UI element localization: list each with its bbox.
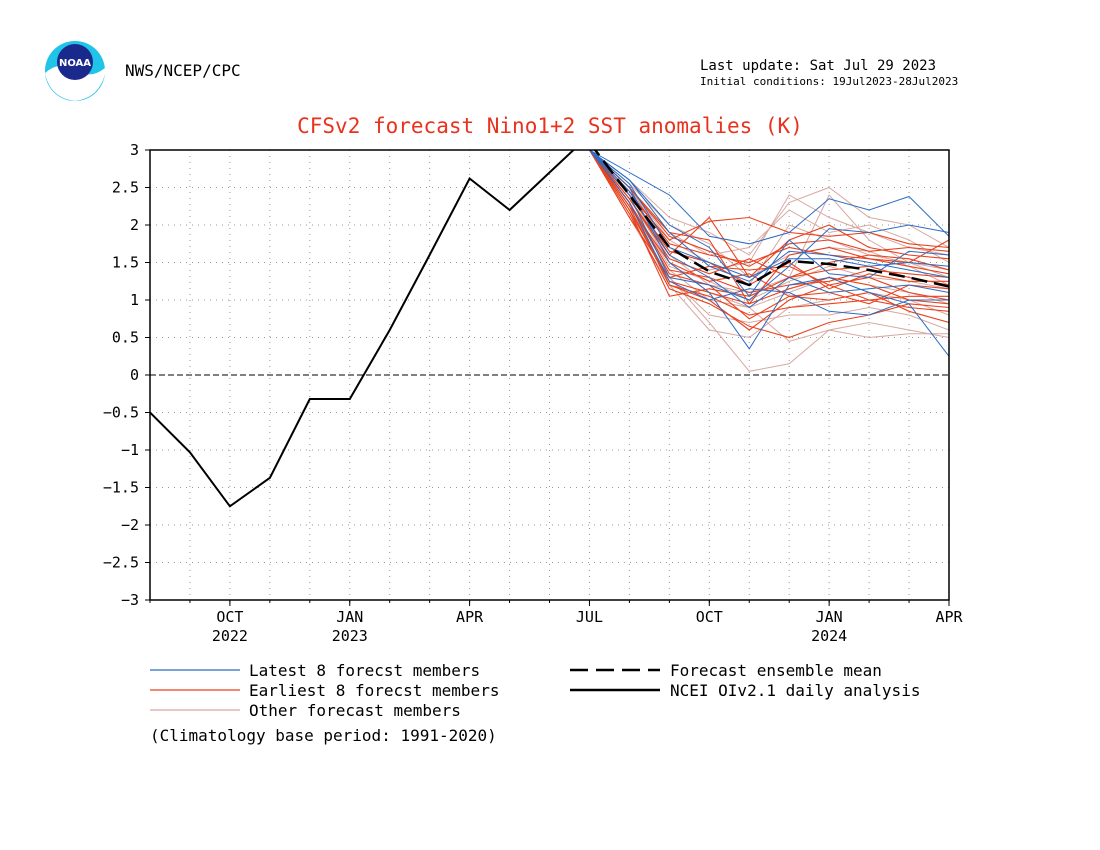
y-tick-label: −3 xyxy=(121,591,139,609)
x-tick-label: JUL xyxy=(576,608,603,626)
y-tick-label: 0.5 xyxy=(112,329,139,347)
series-group xyxy=(150,150,949,508)
legend-label-analysis: NCEI OIv2.1 daily analysis xyxy=(670,681,920,700)
noaa-logo-icon: NOAA xyxy=(45,41,105,101)
earliest-member-line-6 xyxy=(589,150,949,305)
y-tick-label: −1 xyxy=(121,441,139,459)
logo-text: NOAA xyxy=(59,58,91,69)
last-update: Last update: Sat Jul 29 2023 xyxy=(700,58,937,74)
earliest-member-line-8 xyxy=(589,150,949,339)
y-tick-label: 1 xyxy=(130,291,139,309)
initial-conditions: Initial conditions: 19Jul2023-28Jul2023 xyxy=(700,75,959,88)
latest-member-line-2 xyxy=(589,150,949,357)
x-tick-label: APR xyxy=(935,608,963,626)
latest-member-line-4 xyxy=(589,150,949,301)
org-label: NWS/NCEP/CPC xyxy=(125,61,241,80)
legend-label-mean: Forecast ensemble mean xyxy=(670,661,882,680)
ensemble-mean-line xyxy=(593,150,949,288)
y-tick-label: −2.5 xyxy=(103,554,139,572)
earliest-member-line-13 xyxy=(589,150,949,324)
earliest-member-line-4 xyxy=(589,150,949,279)
earliest-member-line-7 xyxy=(589,150,949,305)
y-axis: 3 2.5 2 1.5 1 0.5 0 −0.5 −1 −1.5 −2 −2.5 −3 xyxy=(103,141,150,609)
y-tick-label: 1.5 xyxy=(112,254,139,272)
climatology-note: (Climatology base period: 1991-2020) xyxy=(150,726,497,745)
latest-member-line-3 xyxy=(589,150,949,245)
y-tick-label: 3 xyxy=(130,141,139,159)
other-member-line-8 xyxy=(589,150,949,309)
legend-label-earliest: Earliest 8 forecst members xyxy=(249,681,499,700)
earliest-member-line-12 xyxy=(589,150,949,286)
other-member-line-6 xyxy=(589,150,949,339)
y-tick-label: −0.5 xyxy=(103,404,139,422)
y-tick-label: 0 xyxy=(130,366,139,384)
x-tick-year-label: 2024 xyxy=(811,627,847,645)
legend: Latest 8 forecst members Earliest 8 fore… xyxy=(150,661,920,720)
x-tick-year-label: 2023 xyxy=(332,627,368,645)
x-tick-label: OCT xyxy=(216,608,243,626)
other-member-line-3 xyxy=(589,150,949,286)
x-tick-label: APR xyxy=(456,608,484,626)
chart-title: CFSv2 forecast Nino1+2 SST anomalies (K) xyxy=(297,114,803,138)
y-tick-label: 2.5 xyxy=(112,179,139,197)
earliest-member-line-1 xyxy=(589,150,949,331)
x-tick-year-label: 2022 xyxy=(212,627,248,645)
other-member-line-11 xyxy=(589,150,949,286)
x-tick-label: JAN xyxy=(816,608,843,626)
analysis-line xyxy=(150,150,575,508)
legend-label-other: Other forecast members xyxy=(249,701,461,720)
latest-member-line-7 xyxy=(589,150,949,298)
latest-member-line-5 xyxy=(589,150,949,316)
x-tick-label: JAN xyxy=(336,608,363,626)
y-tick-label: −1.5 xyxy=(103,479,139,497)
legend-label-latest: Latest 8 forecst members xyxy=(249,661,480,680)
y-tick-label: −2 xyxy=(121,516,139,534)
earliest-member-line-16 xyxy=(589,150,949,267)
x-tick-label: OCT xyxy=(696,608,723,626)
earliest-member-line-2 xyxy=(589,150,949,297)
y-tick-label: 2 xyxy=(130,216,139,234)
latest-member-line-1 xyxy=(589,150,949,282)
